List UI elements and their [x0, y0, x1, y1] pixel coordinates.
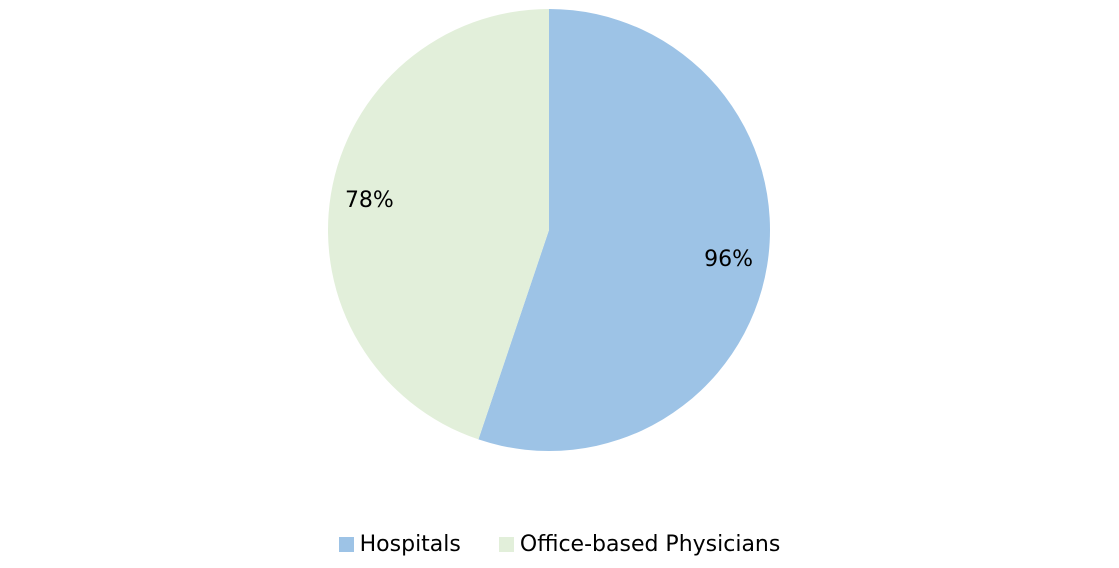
legend-swatch-office-based-physicians [498, 537, 514, 552]
legend: Hospitals Office-based Physicians [0, 532, 1119, 557]
pie-slices [327, 9, 770, 451]
legend-swatch-hospitals [338, 537, 354, 552]
data-label-hospitals: 96% [704, 247, 753, 272]
pie-data-labels: 96% 78% [345, 188, 753, 272]
data-label-office-based-physicians: 78% [345, 188, 394, 213]
legend-label-hospitals: Hospitals [359, 532, 461, 557]
legend-item-office-based-physicians: Office-based Physicians [498, 532, 781, 557]
legend-label-office-based-physicians: Office-based Physicians [519, 532, 781, 557]
pie-slice-office-based-physicians [327, 9, 549, 440]
pie-slice-hospitals [478, 9, 770, 451]
legend-item-hospitals: Hospitals [338, 532, 461, 557]
